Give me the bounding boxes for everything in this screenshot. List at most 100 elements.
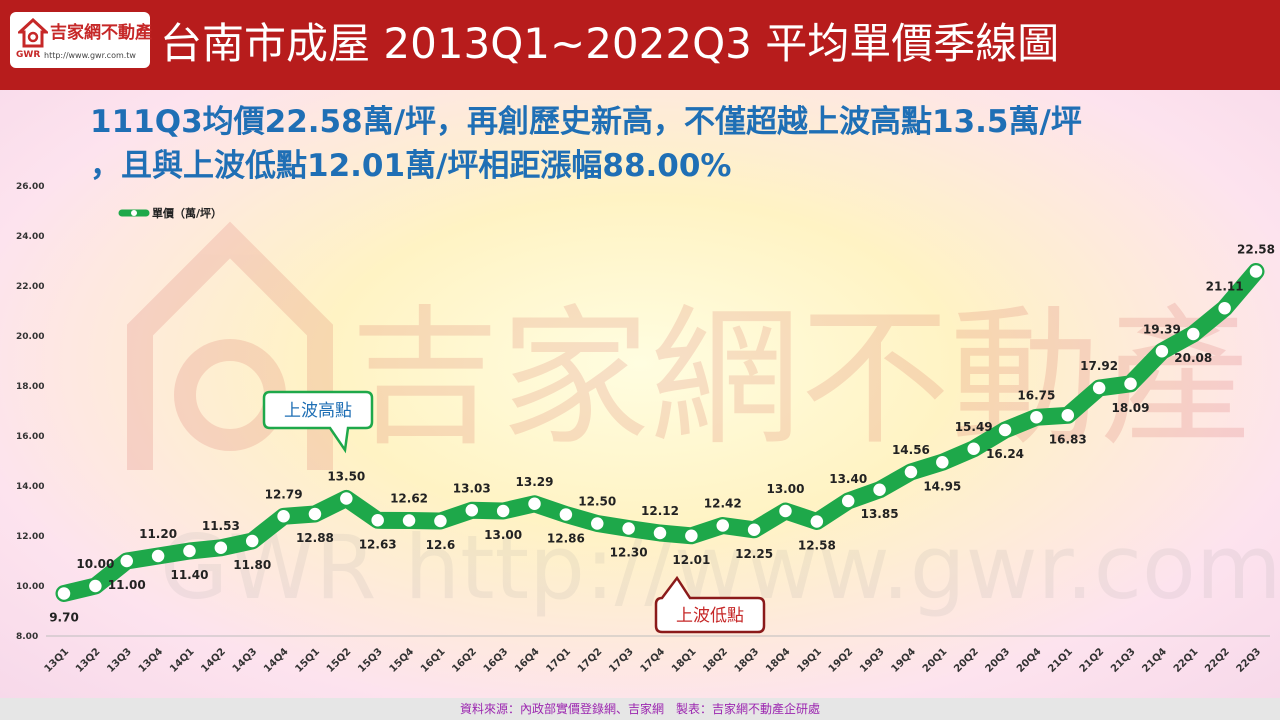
data-label: 14.95 <box>923 479 961 493</box>
data-point <box>683 528 700 544</box>
data-label: 11.00 <box>108 578 146 592</box>
data-point <box>589 515 606 532</box>
x-tick-label: 21Q3 <box>1109 646 1138 675</box>
x-tick-label: 17Q3 <box>607 646 636 675</box>
x-tick-label: 14Q3 <box>231 646 260 675</box>
data-point <box>1060 407 1076 423</box>
data-label: 13.00 <box>484 528 522 542</box>
x-tick-label: 15Q2 <box>325 646 354 675</box>
legend-marker <box>131 210 137 216</box>
data-label: 19.39 <box>1143 322 1181 336</box>
data-point <box>871 482 888 498</box>
data-label: 13.03 <box>453 481 491 495</box>
x-tick-label: 18Q2 <box>701 646 730 675</box>
x-tick-label: 18Q4 <box>764 646 793 675</box>
x-tick-label: 21Q1 <box>1046 646 1075 675</box>
data-label: 11.40 <box>170 568 208 582</box>
x-tick-label: 19Q3 <box>858 646 887 675</box>
data-point <box>307 506 323 522</box>
data-point <box>118 553 135 569</box>
data-labels: 9.70 10.00 11.00 11.20 11.40 11.53 11.80 12.79 1… <box>49 243 1275 625</box>
callout-low-label: 上波低點 <box>676 606 744 626</box>
data-point <box>150 548 166 564</box>
x-tick-label: 20Q1 <box>921 646 950 675</box>
x-tick-label: 15Q3 <box>356 646 385 675</box>
y-axis-ticks: 8.00 10.00 12.00 14.00 16.00 18.00 20.00 22.00 2… <box>16 182 44 642</box>
data-label: 13.40 <box>829 472 867 486</box>
data-point <box>965 441 982 457</box>
subtitle-line-1: 111Q3均價22.58萬/坪，再創歷史新高，不僅超越上波高點13.5萬/坪 <box>90 104 1082 140</box>
data-label: 12.01 <box>672 553 710 567</box>
data-label: 12.62 <box>390 492 428 506</box>
data-label: 15.49 <box>955 420 993 434</box>
chart-background <box>0 90 1280 698</box>
data-point <box>652 525 668 541</box>
data-label: 11.53 <box>202 519 240 533</box>
x-tick-label: 19Q2 <box>827 646 856 675</box>
data-points <box>56 263 1264 602</box>
x-tick-label: 20Q2 <box>952 646 981 675</box>
y-tick-label: 10.00 <box>16 582 44 592</box>
company-logo: 吉家網不動產 GWR http://www.gwr.com.tw <box>10 12 152 68</box>
x-tick-label: 15Q4 <box>388 646 417 675</box>
data-point <box>1028 409 1045 425</box>
data-label: 13.50 <box>327 470 365 484</box>
x-tick-label: 22Q1 <box>1172 646 1201 675</box>
data-point <box>809 513 825 530</box>
legend: 單價（萬/坪） <box>118 206 222 220</box>
page-title: 台南市成屋 2013Q1~2022Q3 平均單價季線圖 <box>160 19 1060 68</box>
x-tick-label: 17Q2 <box>576 646 605 675</box>
x-tick-label: 17Q1 <box>544 646 573 675</box>
y-tick-label: 26.00 <box>16 182 44 192</box>
x-tick-label: 18Q1 <box>670 646 699 675</box>
x-tick-label: 13Q1 <box>43 646 72 675</box>
data-point <box>275 508 292 524</box>
data-label: 16.83 <box>1049 432 1087 446</box>
logo-url: http://www.gwr.com.tw <box>44 51 136 60</box>
x-tick-label: 18Q3 <box>733 646 762 675</box>
x-tick-label: 21Q4 <box>1140 646 1169 675</box>
data-label: 11.20 <box>139 527 177 541</box>
data-label: 12.50 <box>578 495 616 509</box>
y-tick-label: 14.00 <box>16 482 44 492</box>
footer-bar <box>0 698 1280 720</box>
x-tick-label: 14Q1 <box>168 646 197 675</box>
data-label: 9.70 <box>49 611 79 625</box>
y-tick-label: 8.00 <box>16 632 38 642</box>
y-tick-label: 24.00 <box>16 232 44 242</box>
data-point <box>840 493 856 509</box>
y-tick-label: 16.00 <box>16 432 44 442</box>
x-tick-label: 20Q4 <box>1015 646 1044 675</box>
data-label: 14.56 <box>892 443 930 457</box>
header-bar <box>0 0 1280 90</box>
data-label: 12.86 <box>547 532 585 546</box>
y-tick-label: 20.00 <box>16 332 44 342</box>
x-tick-label: 16Q2 <box>450 646 479 675</box>
data-point <box>56 585 72 602</box>
data-point <box>401 512 417 529</box>
data-point <box>1122 376 1139 392</box>
data-label: 22.58 <box>1237 243 1275 257</box>
x-tick-label: 14Q4 <box>262 646 291 675</box>
data-point <box>1248 263 1264 280</box>
x-tick-label: 19Q4 <box>890 646 919 675</box>
data-point <box>87 578 104 594</box>
watermark-text: 吉家網不動產 <box>350 292 1250 466</box>
data-point <box>181 543 198 559</box>
data-point <box>432 513 449 529</box>
x-tick-label: 15Q1 <box>294 646 323 675</box>
data-label: 16.24 <box>986 447 1024 461</box>
y-tick-label: 22.00 <box>16 282 44 292</box>
data-label: 16.75 <box>1017 388 1055 402</box>
source-note: 資料來源：內政部實價登錄網、吉家網 製表：吉家網不動產企研處 <box>459 702 820 716</box>
callout-low: 上波低點 <box>654 575 766 634</box>
data-label: 20.08 <box>1174 351 1212 365</box>
data-point <box>620 520 637 537</box>
logo-gwr: GWR <box>16 50 41 60</box>
x-tick-label: 19Q1 <box>795 646 824 675</box>
data-point <box>369 512 386 528</box>
data-label: 13.00 <box>766 482 804 496</box>
callout-high: 上波高點 <box>262 390 374 454</box>
data-label: 21.11 <box>1206 279 1244 293</box>
